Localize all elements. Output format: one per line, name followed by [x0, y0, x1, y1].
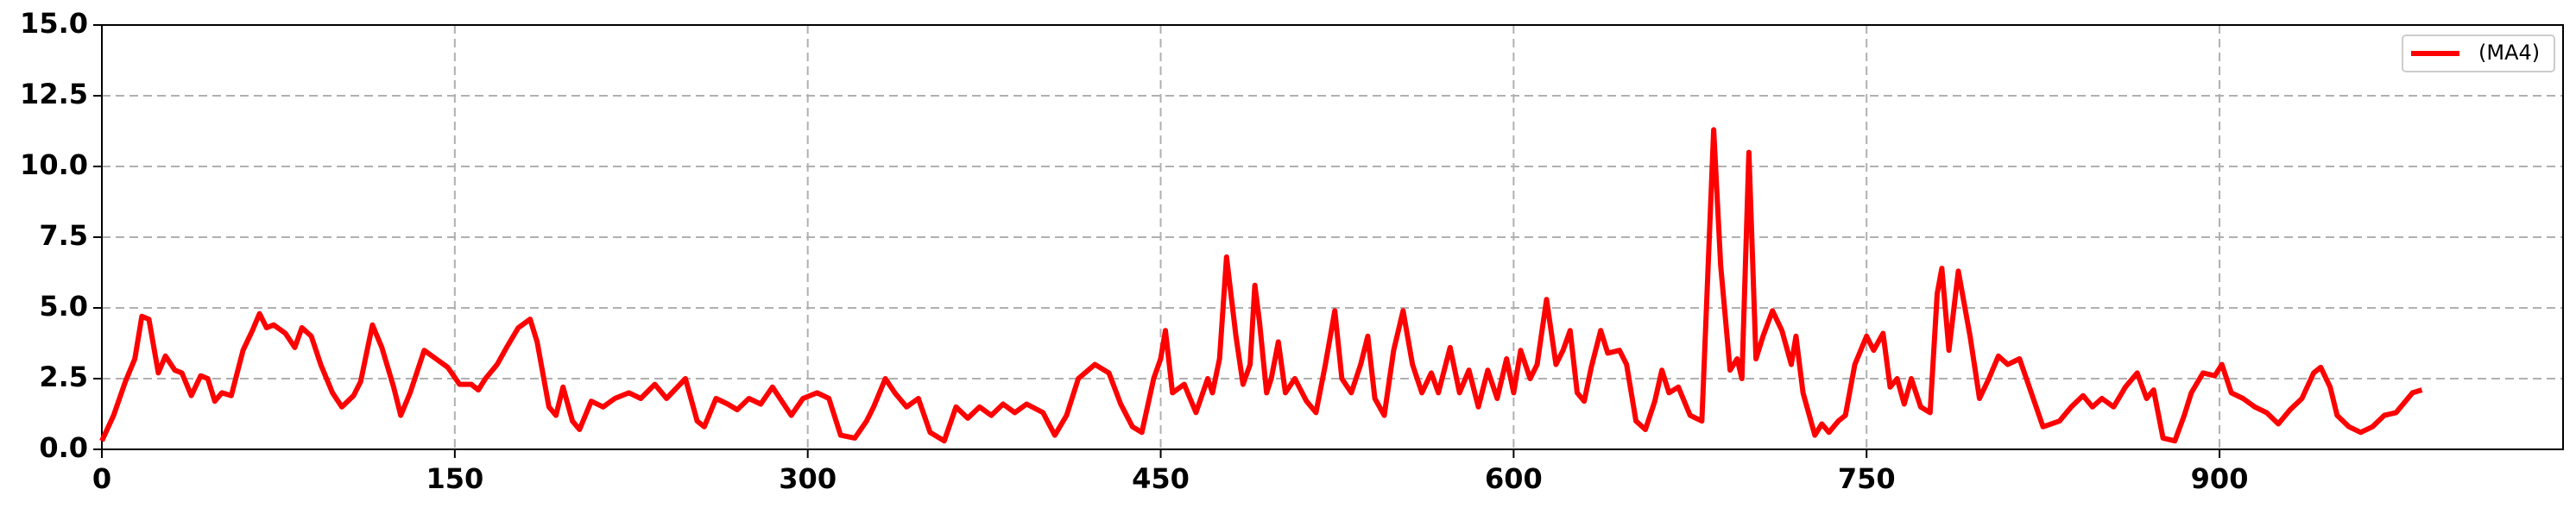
y-tick-label: 7.5	[39, 219, 88, 252]
y-tick-label: 12.5	[20, 78, 88, 110]
x-tick-label: 150	[426, 462, 483, 495]
plot-frame	[101, 24, 2564, 450]
y-tick-label: 0.0	[39, 431, 88, 464]
x-tick-label: 750	[1838, 462, 1896, 495]
y-tick-label: 5.0	[39, 290, 88, 323]
legend-label: (MA4)	[2478, 41, 2540, 65]
x-tick-label: 450	[1132, 462, 1190, 495]
x-tick-label: 300	[779, 462, 837, 495]
y-tick-label: 2.5	[39, 361, 88, 393]
data-line	[99, 127, 2423, 444]
x-tick-label: 600	[1485, 462, 1543, 495]
legend-box	[2402, 34, 2555, 72]
x-tick-label: 0	[92, 462, 111, 495]
x-tick-label: 900	[2191, 462, 2249, 495]
y-tick-label: 15.0	[20, 7, 88, 40]
y-tick-label: 10.0	[20, 148, 88, 181]
